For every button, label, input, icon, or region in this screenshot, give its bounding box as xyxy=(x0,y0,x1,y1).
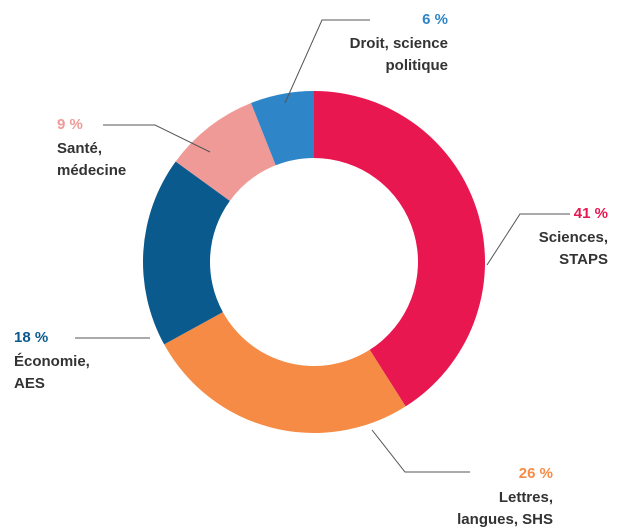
donut-segment xyxy=(251,91,314,166)
category-label: Droit, science politique xyxy=(349,35,448,74)
value-label: 18 % xyxy=(14,329,49,346)
category-label: Santé, médecine xyxy=(57,140,127,179)
donut-segment xyxy=(314,91,485,407)
category-label: Lettres, langues, SHS xyxy=(457,489,553,528)
category-label: Sciences, STAPS xyxy=(538,229,608,268)
leader-line xyxy=(371,429,470,473)
leader-line xyxy=(486,213,570,266)
value-label: 9 % xyxy=(57,116,83,133)
value-label: 26 % xyxy=(518,465,553,482)
donut-segment xyxy=(164,312,406,434)
category-label: Économie, AES xyxy=(14,353,90,392)
value-label: 41 % xyxy=(573,205,608,222)
donut-segment xyxy=(142,161,230,345)
leader-line xyxy=(103,124,211,153)
leader-line xyxy=(284,19,370,104)
donut-segment xyxy=(175,103,276,201)
value-label: 6 % xyxy=(422,11,448,28)
